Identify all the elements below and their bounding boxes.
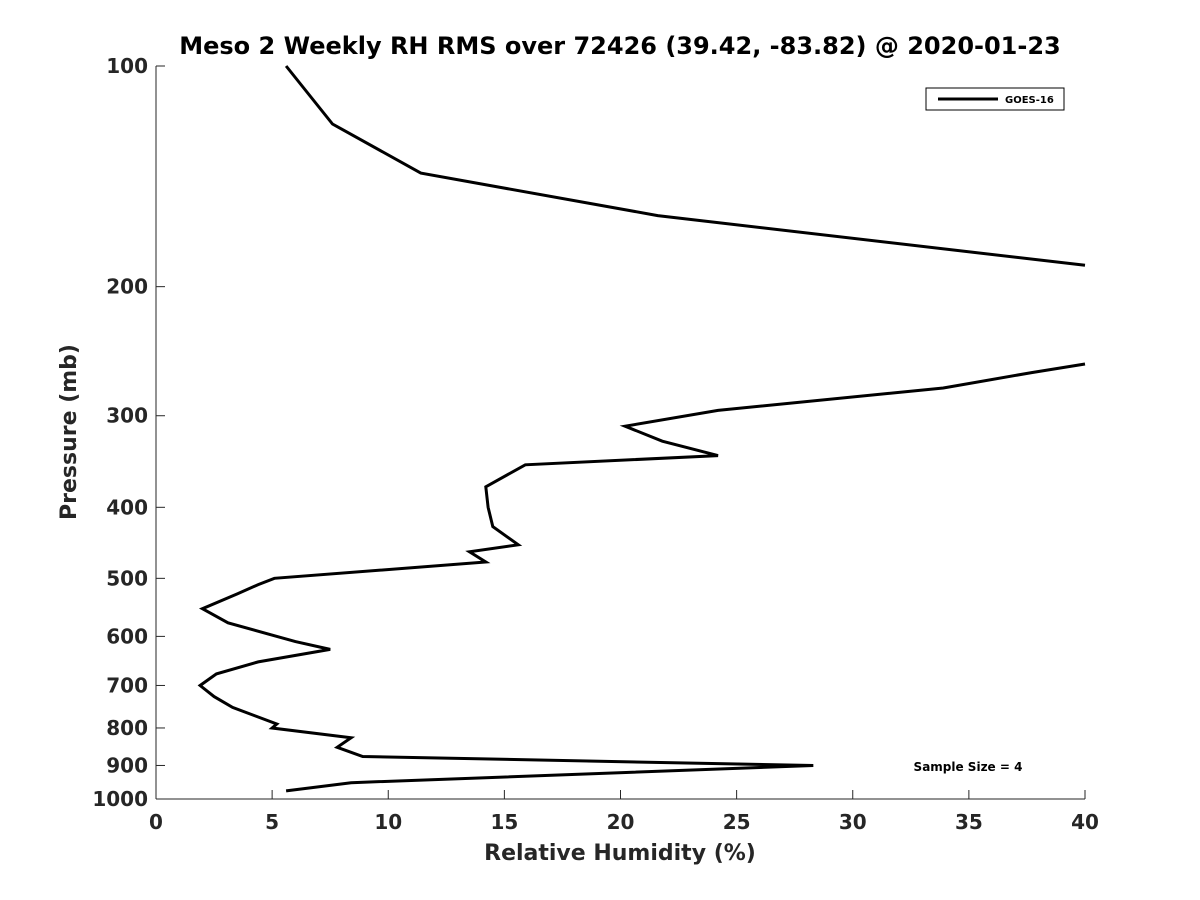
series-line-goes16-segment-1 bbox=[197, 362, 1086, 793]
y-tick-label: 700 bbox=[106, 673, 148, 697]
x-tick-label: 5 bbox=[265, 810, 279, 834]
x-tick-label: 10 bbox=[374, 810, 402, 834]
y-tick-label: 200 bbox=[106, 275, 148, 299]
x-tick-label: 20 bbox=[607, 810, 635, 834]
axes bbox=[155, 66, 1085, 800]
x-tick-label: 40 bbox=[1071, 810, 1099, 834]
y-tick-label: 500 bbox=[106, 566, 148, 590]
y-tick-label: 900 bbox=[106, 753, 148, 777]
y-tick-label: 1000 bbox=[92, 787, 148, 811]
y-tick-label: 800 bbox=[106, 716, 148, 740]
x-tick-label: 0 bbox=[149, 810, 163, 834]
x-tick-label: 25 bbox=[723, 810, 751, 834]
y-tick-label: 100 bbox=[106, 54, 148, 78]
x-tick-label: 35 bbox=[955, 810, 983, 834]
chart-title: Meso 2 Weekly RH RMS over 72426 (39.42, … bbox=[179, 32, 1061, 60]
x-axis-ticks: 0 5 10 15 20 25 30 35 40 bbox=[149, 790, 1099, 834]
y-axis-label: Pressure (mb) bbox=[57, 344, 82, 520]
x-tick-label: 30 bbox=[839, 810, 867, 834]
sample-size-annotation: Sample Size = 4 bbox=[914, 760, 1023, 774]
x-tick-label: 15 bbox=[490, 810, 518, 834]
series-lines bbox=[197, 65, 1086, 793]
y-tick-label: 300 bbox=[106, 404, 148, 428]
x-axis-label: Relative Humidity (%) bbox=[484, 841, 756, 866]
legend-entry: GOES-16 bbox=[1005, 95, 1054, 106]
y-tick-label: 400 bbox=[106, 495, 148, 519]
y-axis-ticks: 100 200 300 400 500 600 700 800 900 1000 bbox=[92, 54, 165, 811]
legend: GOES-16 bbox=[925, 87, 1065, 111]
y-tick-label: 600 bbox=[106, 624, 148, 648]
series-line-goes16-segment-2 bbox=[284, 65, 1086, 267]
